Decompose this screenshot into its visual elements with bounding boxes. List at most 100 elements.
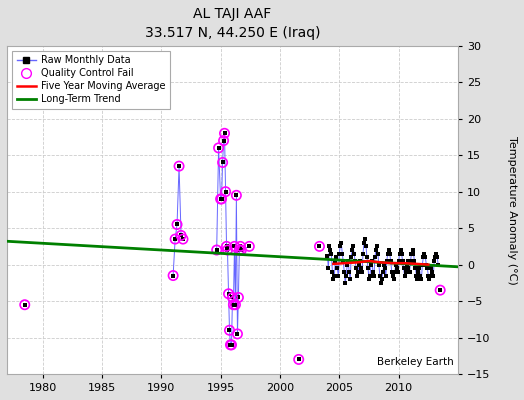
Point (329, 276, 337, 282)
Point (237, 247, 246, 253)
Point (355, 262, 363, 268)
Point (226, 342, 235, 348)
Point (234, 294, 243, 301)
Point (331, 258, 340, 264)
Point (436, 287, 444, 293)
Point (336, 243, 344, 250)
Point (422, 262, 431, 268)
Point (325, 243, 334, 250)
Point (233, 331, 242, 337)
Point (315, 243, 324, 250)
Point (214, 145, 223, 151)
Point (343, 262, 352, 268)
Point (405, 265, 413, 272)
Point (410, 258, 419, 264)
Point (20, 302, 29, 308)
Point (378, 276, 386, 282)
Point (294, 356, 303, 363)
Point (359, 250, 367, 257)
Point (390, 269, 399, 275)
Point (225, 327, 234, 334)
Point (330, 272, 339, 279)
Point (376, 272, 384, 279)
Point (395, 258, 403, 264)
Point (375, 262, 383, 268)
Point (339, 258, 347, 264)
Point (173, 221, 181, 228)
Point (417, 276, 425, 282)
Point (364, 265, 372, 272)
Point (432, 250, 441, 257)
Point (235, 247, 244, 253)
Point (345, 269, 353, 275)
Point (424, 272, 432, 279)
Point (351, 258, 359, 264)
Point (315, 243, 324, 250)
Point (391, 262, 400, 268)
Point (407, 250, 416, 257)
Point (222, 243, 231, 250)
Point (227, 342, 236, 348)
Point (179, 236, 187, 242)
Point (225, 327, 234, 334)
Point (372, 247, 380, 253)
Point (387, 258, 395, 264)
Point (228, 294, 237, 301)
Point (381, 272, 390, 279)
Point (221, 188, 230, 195)
Point (399, 265, 408, 272)
Point (361, 236, 369, 242)
Point (360, 240, 368, 246)
Point (379, 262, 388, 268)
Point (398, 258, 407, 264)
Point (385, 247, 393, 253)
Point (408, 247, 417, 253)
Point (370, 272, 378, 279)
Point (403, 258, 412, 264)
Point (352, 265, 361, 272)
Point (420, 250, 429, 257)
Point (353, 272, 361, 279)
Point (354, 269, 362, 275)
Point (347, 254, 355, 260)
Point (327, 250, 335, 257)
Point (179, 236, 187, 242)
Point (431, 254, 440, 260)
Point (217, 196, 226, 202)
Point (365, 276, 373, 282)
Point (326, 247, 335, 253)
Point (214, 145, 223, 151)
Point (436, 287, 444, 293)
Point (377, 280, 385, 286)
Point (324, 265, 333, 272)
Point (434, 262, 442, 268)
Point (426, 272, 434, 279)
Point (220, 138, 228, 144)
Point (396, 250, 404, 257)
Point (169, 272, 177, 279)
Point (233, 331, 242, 337)
Point (373, 243, 381, 250)
Point (388, 269, 396, 275)
Point (423, 265, 432, 272)
Point (406, 269, 414, 275)
Legend: Raw Monthly Data, Quality Control Fail, Five Year Moving Average, Long-Term Tren: Raw Monthly Data, Quality Control Fail, … (12, 51, 170, 109)
Point (342, 272, 351, 279)
Point (216, 196, 225, 202)
Text: Berkeley Earth: Berkeley Earth (377, 358, 453, 368)
Point (386, 250, 394, 257)
Point (425, 276, 433, 282)
Point (232, 192, 241, 198)
Point (421, 254, 430, 260)
Point (433, 254, 441, 260)
Point (427, 265, 435, 272)
Point (394, 269, 402, 275)
Point (230, 243, 238, 250)
Point (236, 243, 245, 250)
Point (340, 269, 348, 275)
Point (231, 302, 239, 308)
Point (175, 163, 183, 169)
Point (221, 188, 230, 195)
Point (177, 232, 185, 239)
Point (414, 269, 423, 275)
